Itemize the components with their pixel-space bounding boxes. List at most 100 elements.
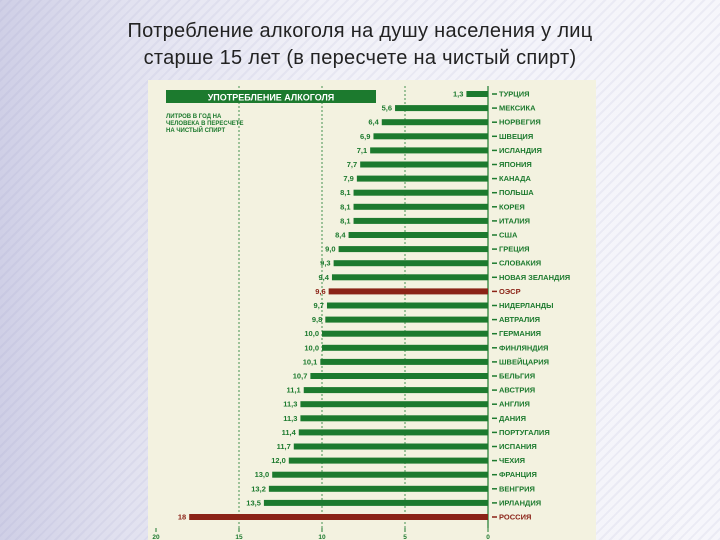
value-label: 11,1 <box>287 386 301 395</box>
value-label: 1,3 <box>453 90 463 99</box>
category-label: КОРЕЯ <box>499 202 525 211</box>
bar-7 <box>356 175 488 182</box>
bar-17 <box>325 316 488 323</box>
x-tick-label: 10 <box>318 534 326 540</box>
value-label: 10,7 <box>293 372 308 381</box>
category-label: ВЕНГРИЯ <box>499 484 535 493</box>
bar-chart: УПОТРЕБЛЕНИЕ АЛКОГОЛЯ ЛИТРОВ В ГОД НА ЧЕЛО… <box>152 86 570 540</box>
value-label: 10,1 <box>303 357 318 366</box>
value-label: 9,8 <box>312 315 322 324</box>
value-label: 11,7 <box>277 442 291 451</box>
value-label: 9,7 <box>314 301 324 310</box>
value-label: 13,2 <box>251 484 266 493</box>
bar-2 <box>395 105 488 112</box>
category-label: ДАНИЯ <box>499 414 526 423</box>
bar-1 <box>466 91 488 97</box>
value-label: 18 <box>178 513 186 522</box>
category-label: НОРВЕГИЯ <box>499 118 541 127</box>
bar-23 <box>300 401 488 408</box>
chart-header: УПОТРЕБЛЕНИЕ АЛКОГОЛЯ <box>208 93 335 103</box>
category-label: ПОЛЬША <box>499 188 534 197</box>
value-label: 9,0 <box>325 245 335 254</box>
category-label: СЛОВАКИЯ <box>499 259 541 268</box>
value-label: 11,3 <box>283 400 297 409</box>
bar-12 <box>338 246 488 253</box>
value-label: 12,0 <box>271 456 286 465</box>
category-label: ФРАНЦИЯ <box>499 470 537 479</box>
bar-3 <box>381 119 488 126</box>
bar-30 <box>263 499 488 506</box>
value-label: 6,4 <box>368 118 379 127</box>
value-label: 5,6 <box>382 104 392 113</box>
category-label: ИТАЛИЯ <box>499 216 530 225</box>
bar-10 <box>353 217 488 224</box>
category-label: БЕЛЬГИЯ <box>499 372 535 381</box>
value-label: 8,4 <box>335 231 346 240</box>
bar-24 <box>300 415 488 422</box>
value-label: 7,9 <box>343 174 353 183</box>
slide-title: Потребление алкоголя на душу населения у… <box>20 18 700 72</box>
bar-29 <box>268 485 488 492</box>
value-label: 9,6 <box>315 287 325 296</box>
category-label: ОЭСР <box>499 287 521 296</box>
category-label: США <box>499 231 518 240</box>
category-label: ПОРТУГАЛИЯ <box>499 428 550 437</box>
category-label: АВТРАЛИЯ <box>499 315 540 324</box>
bar-4 <box>373 133 488 140</box>
bar-14 <box>331 274 488 281</box>
bar-21 <box>310 373 488 379</box>
value-label: 6,9 <box>360 132 370 141</box>
category-label: АНГЛИЯ <box>499 400 530 409</box>
value-label: 7,7 <box>347 160 357 169</box>
bar-6 <box>360 161 488 168</box>
bar-27 <box>288 457 488 464</box>
category-label: ЯПОНИЯ <box>499 160 532 169</box>
chart-header-box <box>166 90 376 103</box>
bar-15 <box>328 288 488 295</box>
value-label: 13,0 <box>255 470 270 479</box>
category-label: ШВЕЙЦАРИЯ <box>499 357 549 366</box>
bar-11 <box>348 232 488 238</box>
chart-note: ЛИТРОВ В ГОД НА ЧЕЛОВЕКА В ПЕРЕСЧЕТЕ НА ЧИ… <box>166 114 243 134</box>
value-label: 11,3 <box>283 414 297 423</box>
bar-9 <box>353 203 488 210</box>
category-label: ШВЕЦИЯ <box>499 132 533 141</box>
category-label: ИСЛАНДИЯ <box>499 146 542 155</box>
category-label: ГЕРМАНИЯ <box>499 329 541 338</box>
bar-13 <box>333 260 488 267</box>
x-tick-label: 0 <box>486 534 490 540</box>
bar-28 <box>272 471 488 478</box>
slide-title-line-1: Потребление алкоголя на душу населения у… <box>127 20 593 42</box>
bar-22 <box>303 387 488 394</box>
value-label: 13,5 <box>246 498 261 507</box>
x-tick-label: 20 <box>152 534 160 540</box>
x-tick-label: 15 <box>235 534 243 540</box>
category-label: ИСПАНИЯ <box>499 442 537 451</box>
category-label: КАНАДА <box>499 174 531 183</box>
value-label: 8,1 <box>340 188 350 197</box>
category-label: ЧЕХИЯ <box>499 456 525 465</box>
bar-31 <box>189 514 488 520</box>
bar-5 <box>370 147 488 154</box>
x-tick-label: 5 <box>403 534 407 540</box>
value-label: 8,1 <box>340 202 350 211</box>
value-label: 9,4 <box>319 273 330 282</box>
value-label: 11,4 <box>282 428 297 437</box>
bar-8 <box>353 189 488 196</box>
value-label: 10,0 <box>304 329 319 338</box>
category-label: ТУРЦИЯ <box>499 90 530 99</box>
bar-18 <box>322 330 488 337</box>
value-label: 7,1 <box>357 146 367 155</box>
category-label: НОВАЯ ЗЕЛАНДИЯ <box>499 273 570 282</box>
category-label: НИДЕРЛАНДЫ <box>499 301 553 310</box>
category-label: ИРЛАНДИЯ <box>499 498 541 507</box>
value-label: 9,3 <box>320 259 330 268</box>
category-label: АВСТРИЯ <box>499 386 535 395</box>
category-label: ФИНЛЯНДИЯ <box>499 343 548 352</box>
category-label: МЕКСИКА <box>499 104 536 113</box>
bar-20 <box>320 358 488 365</box>
bar-25 <box>298 429 488 436</box>
slide-title-line-2: старше 15 лет (в пересчете на чистый спи… <box>143 47 577 69</box>
bar-16 <box>326 302 488 309</box>
category-label: РОССИЯ <box>499 513 531 522</box>
